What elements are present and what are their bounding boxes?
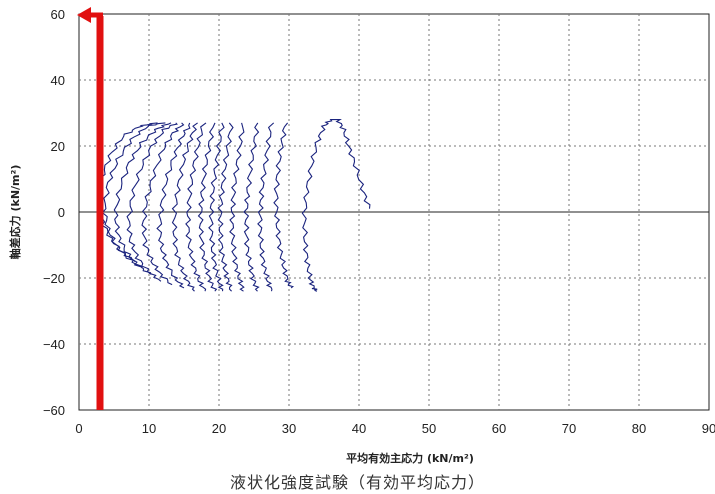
x-tick-label: 80 xyxy=(632,421,646,436)
x-tick-label: 20 xyxy=(212,421,226,436)
y-tick-label: −20 xyxy=(43,271,65,286)
stress-path-series xyxy=(141,122,185,286)
marker-arrowhead xyxy=(77,7,91,23)
y-tick-label: 40 xyxy=(51,73,65,88)
stress-path-series xyxy=(126,122,178,282)
stress-path-series xyxy=(273,122,295,289)
y-tick-labels: 60 40 20 0 −20 −40 −60 xyxy=(43,7,65,418)
x-tick-label: 90 xyxy=(702,421,715,436)
stress-path-series xyxy=(197,122,218,292)
x-tick-label: 0 xyxy=(75,421,82,436)
y-axis-title: 軸差応力 (kN/m²) xyxy=(8,165,22,260)
stress-path-series xyxy=(171,122,198,292)
y-tick-label: −40 xyxy=(43,337,65,352)
x-tick-label: 30 xyxy=(282,421,296,436)
stress-path-series xyxy=(243,122,260,292)
y-tick-label: 0 xyxy=(58,205,65,220)
marker-layer xyxy=(77,7,104,410)
stress-path-series xyxy=(229,122,245,292)
x-tick-label: 40 xyxy=(352,421,366,436)
stress-path-series xyxy=(217,122,234,292)
stress-path-series xyxy=(156,122,191,289)
chart-caption: 液状化強度試験（有効平均応力） xyxy=(229,473,485,492)
stress-path-series xyxy=(185,122,207,292)
x-axis-title: 平均有効主応力 (kN/m²) xyxy=(346,451,474,465)
x-tick-label: 10 xyxy=(142,421,156,436)
grid xyxy=(79,14,709,410)
stress-path-series xyxy=(113,122,172,275)
stress-path-series xyxy=(301,119,371,292)
y-tick-label: 60 xyxy=(51,7,65,22)
x-tick-label: 50 xyxy=(422,421,436,436)
y-tick-label: 20 xyxy=(51,139,65,154)
stress-path-series xyxy=(257,122,275,292)
stress-path-series xyxy=(208,122,225,292)
x-tick-label: 60 xyxy=(492,421,506,436)
y-tick-label: −60 xyxy=(43,403,65,418)
x-tick-labels: 0 10 20 30 40 50 60 70 80 90 xyxy=(75,421,715,436)
x-tick-label: 70 xyxy=(562,421,576,436)
